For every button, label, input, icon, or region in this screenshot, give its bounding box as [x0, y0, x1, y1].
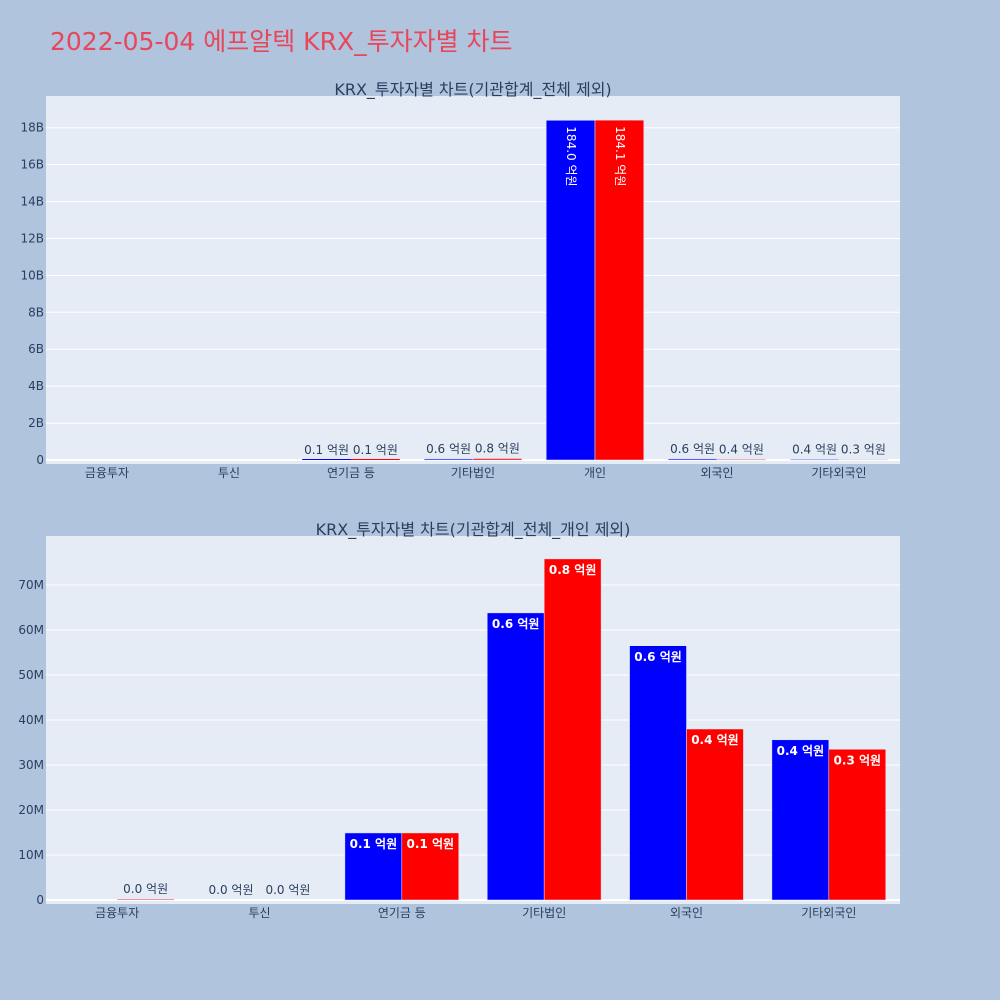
chart2-bar — [828, 749, 887, 901]
chart1-y-tick-label: 6B — [28, 342, 44, 356]
chart1-x-tick-label: 개인 — [584, 466, 606, 480]
chart2-y-tick-label: 0 — [36, 893, 44, 907]
chart1-x-tick-label: 금융투자 — [85, 466, 129, 480]
chart2-data-label: 0.4 억원 — [691, 733, 739, 747]
chart1-data-label: 0.6 억원 — [670, 442, 715, 456]
chart1-bar — [594, 119, 645, 461]
chart1-bar — [716, 459, 767, 461]
chart2-data-label: 0.1 억원 — [407, 837, 455, 851]
page-title: 2022-05-04 에프알텍 KRX_투자자별 차트 — [50, 27, 513, 56]
chart2-x-tick-label: 투신 — [248, 906, 270, 920]
chart1-data-label: 184.0 억원 — [564, 126, 578, 186]
chart2-title: KRX_투자자별 차트(기관합계_전체_개인 제외) — [316, 520, 631, 540]
chart2-y-tick-label: 50M — [18, 668, 44, 682]
chart1-x-tick-label: 투신 — [218, 466, 240, 480]
chart2-x-tick-label: 금융투자 — [95, 906, 139, 920]
chart2-x-tick-label: 연기금 등 — [378, 906, 426, 920]
chart2-y-tick-label: 70M — [18, 578, 44, 592]
chart1-data-label: 0.3 억원 — [841, 442, 886, 456]
chart2-data-label: 0.6 억원 — [492, 617, 540, 631]
chart1-y-tick-label: 4B — [28, 379, 44, 393]
chart1-bar — [838, 459, 889, 461]
chart2-bar — [344, 832, 403, 901]
chart1-plot-area — [46, 96, 900, 464]
chart2-data-label: 0.0 억원 — [265, 883, 310, 897]
chart2-bar — [771, 739, 830, 901]
chart2-bar — [486, 612, 545, 901]
chart2-bar — [401, 832, 460, 901]
chart1-bar — [351, 459, 400, 460]
chart2-data-label: 0.0 억원 — [123, 882, 168, 896]
chart1-y-tick-label: 8B — [28, 305, 44, 319]
chart1-data-label: 0.1 억원 — [353, 443, 398, 457]
chart1-y-tick-label: 16B — [20, 158, 44, 172]
chart1-data-label: 184.1 억원 — [613, 126, 627, 186]
chart2-x-tick-label: 기타법인 — [522, 906, 566, 920]
chart1-data-label: 0.4 억원 — [719, 442, 764, 456]
chart1-y-tick-label: 12B — [20, 231, 44, 245]
chart2-data-label: 0.8 억원 — [549, 563, 597, 577]
chart1-y-tick-label: 0 — [36, 453, 44, 467]
chart2-data-label: 0.4 억원 — [777, 744, 825, 758]
chart1-data-label: 0.1 억원 — [304, 443, 349, 457]
chart1-x-tick-label: 연기금 등 — [327, 466, 375, 480]
chart1-bar — [302, 459, 351, 460]
chart2-y-tick-label: 10M — [18, 848, 44, 862]
chart-all-investors: 0 2B 4B 6B 8B 10B 12B 14B 16B 18B KRX_투자자별 차트(기관합계… — [20, 80, 900, 480]
chart1-data-label: 0.6 억원 — [426, 442, 471, 456]
chart1-data-label: 0.8 억원 — [475, 442, 520, 456]
chart1-x-tick-label: 기타법인 — [451, 466, 495, 480]
chart1-y-tick-label: 18B — [20, 121, 44, 135]
chart1-y-tick-label: 10B — [20, 268, 44, 282]
chart1-bar — [545, 120, 596, 461]
chart2-y-tick-label: 40M — [18, 713, 44, 727]
chart2-bar — [116, 898, 175, 901]
chart2-data-label: 0.3 억원 — [834, 753, 882, 767]
chart2-x-tick-label: 외국인 — [670, 906, 703, 920]
chart2-bar — [686, 728, 744, 901]
chart1-title: KRX_투자자별 차트(기관합계_전체 제외) — [334, 80, 611, 100]
chart2-bar — [629, 645, 687, 901]
chart1-y-tick-label: 14B — [20, 195, 44, 209]
chart2-y-tick-label: 60M — [18, 623, 44, 637]
chart2-bar — [543, 558, 602, 901]
chart2-y-tick-label: 20M — [18, 803, 44, 817]
chart1-bar — [472, 458, 523, 461]
chart1-data-label: 0.4 억원 — [792, 442, 837, 456]
chart2-y-tick-label: 30M — [18, 758, 44, 772]
chart1-x-tick-label: 외국인 — [700, 466, 733, 480]
chart2-data-label: 0.0 억원 — [209, 883, 254, 897]
chart1-y-tick-label: 2B — [28, 416, 44, 430]
chart2-data-label: 0.1 억원 — [350, 837, 398, 851]
chart2-data-label: 0.6 억원 — [634, 650, 682, 664]
chart2-x-tick-label: 기타외국인 — [801, 906, 856, 920]
chart1-x-tick-label: 기타외국인 — [811, 466, 866, 480]
